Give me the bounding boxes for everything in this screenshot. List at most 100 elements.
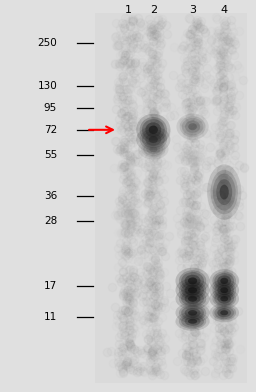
Ellipse shape [181, 306, 204, 319]
Text: 3: 3 [189, 5, 196, 15]
Ellipse shape [138, 139, 168, 160]
Ellipse shape [188, 155, 197, 159]
Ellipse shape [189, 220, 196, 223]
Ellipse shape [185, 317, 200, 326]
Ellipse shape [179, 305, 206, 321]
Ellipse shape [124, 211, 132, 217]
Ellipse shape [217, 309, 231, 317]
Bar [95, 13, 247, 383]
Ellipse shape [185, 275, 200, 287]
Ellipse shape [220, 185, 229, 200]
Ellipse shape [210, 170, 238, 214]
Ellipse shape [143, 142, 163, 156]
Ellipse shape [220, 287, 228, 293]
Text: 95: 95 [44, 103, 57, 113]
Ellipse shape [180, 151, 205, 163]
Ellipse shape [209, 269, 239, 292]
Ellipse shape [188, 319, 197, 324]
Ellipse shape [212, 272, 236, 290]
Ellipse shape [214, 292, 234, 306]
Ellipse shape [140, 129, 167, 150]
Text: 11: 11 [44, 312, 57, 322]
Ellipse shape [185, 285, 200, 296]
Ellipse shape [179, 314, 206, 329]
Ellipse shape [183, 216, 202, 226]
Text: 55: 55 [44, 150, 57, 160]
Ellipse shape [220, 310, 228, 315]
Ellipse shape [220, 296, 228, 301]
Text: 130: 130 [37, 81, 57, 91]
Ellipse shape [217, 276, 231, 286]
Ellipse shape [220, 278, 228, 284]
Ellipse shape [181, 315, 204, 328]
Ellipse shape [182, 118, 203, 136]
Ellipse shape [149, 125, 158, 134]
Ellipse shape [212, 290, 236, 307]
Ellipse shape [188, 310, 197, 316]
Ellipse shape [179, 281, 206, 299]
Ellipse shape [189, 225, 196, 229]
Ellipse shape [146, 145, 161, 154]
Ellipse shape [188, 123, 197, 130]
Ellipse shape [175, 268, 210, 294]
Ellipse shape [214, 307, 234, 319]
Ellipse shape [212, 305, 236, 320]
Ellipse shape [124, 231, 132, 235]
Ellipse shape [113, 202, 143, 225]
Ellipse shape [216, 179, 232, 205]
Text: 1: 1 [124, 5, 132, 15]
Ellipse shape [175, 303, 210, 323]
Ellipse shape [185, 121, 200, 133]
Ellipse shape [142, 131, 165, 148]
Ellipse shape [217, 294, 231, 303]
Ellipse shape [185, 294, 200, 304]
Ellipse shape [121, 208, 135, 219]
Ellipse shape [181, 292, 204, 306]
Ellipse shape [183, 152, 203, 162]
Ellipse shape [175, 278, 210, 302]
Ellipse shape [209, 279, 239, 301]
Ellipse shape [176, 114, 209, 140]
Ellipse shape [188, 287, 197, 293]
Ellipse shape [185, 308, 200, 318]
Text: 2: 2 [150, 5, 157, 15]
Ellipse shape [140, 117, 167, 143]
Ellipse shape [175, 312, 210, 331]
Ellipse shape [209, 303, 239, 322]
Ellipse shape [181, 282, 204, 298]
Ellipse shape [136, 127, 170, 153]
Ellipse shape [116, 204, 140, 223]
Ellipse shape [145, 122, 161, 137]
Ellipse shape [141, 141, 165, 158]
Ellipse shape [214, 273, 234, 289]
Ellipse shape [179, 270, 206, 291]
Ellipse shape [209, 289, 239, 309]
Ellipse shape [149, 147, 157, 152]
Ellipse shape [175, 288, 210, 310]
Text: 4: 4 [221, 5, 228, 15]
Ellipse shape [212, 281, 236, 299]
Ellipse shape [142, 119, 165, 141]
Ellipse shape [186, 218, 199, 225]
Text: 36: 36 [44, 191, 57, 201]
Ellipse shape [214, 283, 234, 298]
Ellipse shape [217, 285, 231, 295]
Ellipse shape [186, 154, 200, 160]
Ellipse shape [186, 224, 199, 230]
Ellipse shape [119, 228, 137, 238]
Ellipse shape [136, 114, 170, 146]
Text: 17: 17 [44, 281, 57, 290]
Ellipse shape [179, 290, 206, 307]
Ellipse shape [188, 296, 197, 302]
Ellipse shape [188, 278, 197, 284]
Ellipse shape [181, 272, 204, 290]
Ellipse shape [207, 164, 241, 220]
Ellipse shape [149, 136, 158, 143]
Ellipse shape [145, 133, 161, 146]
Text: 72: 72 [44, 125, 57, 135]
Ellipse shape [183, 222, 202, 232]
Ellipse shape [213, 174, 236, 211]
Text: 250: 250 [37, 38, 57, 49]
Ellipse shape [180, 116, 206, 137]
Text: 28: 28 [44, 216, 57, 226]
